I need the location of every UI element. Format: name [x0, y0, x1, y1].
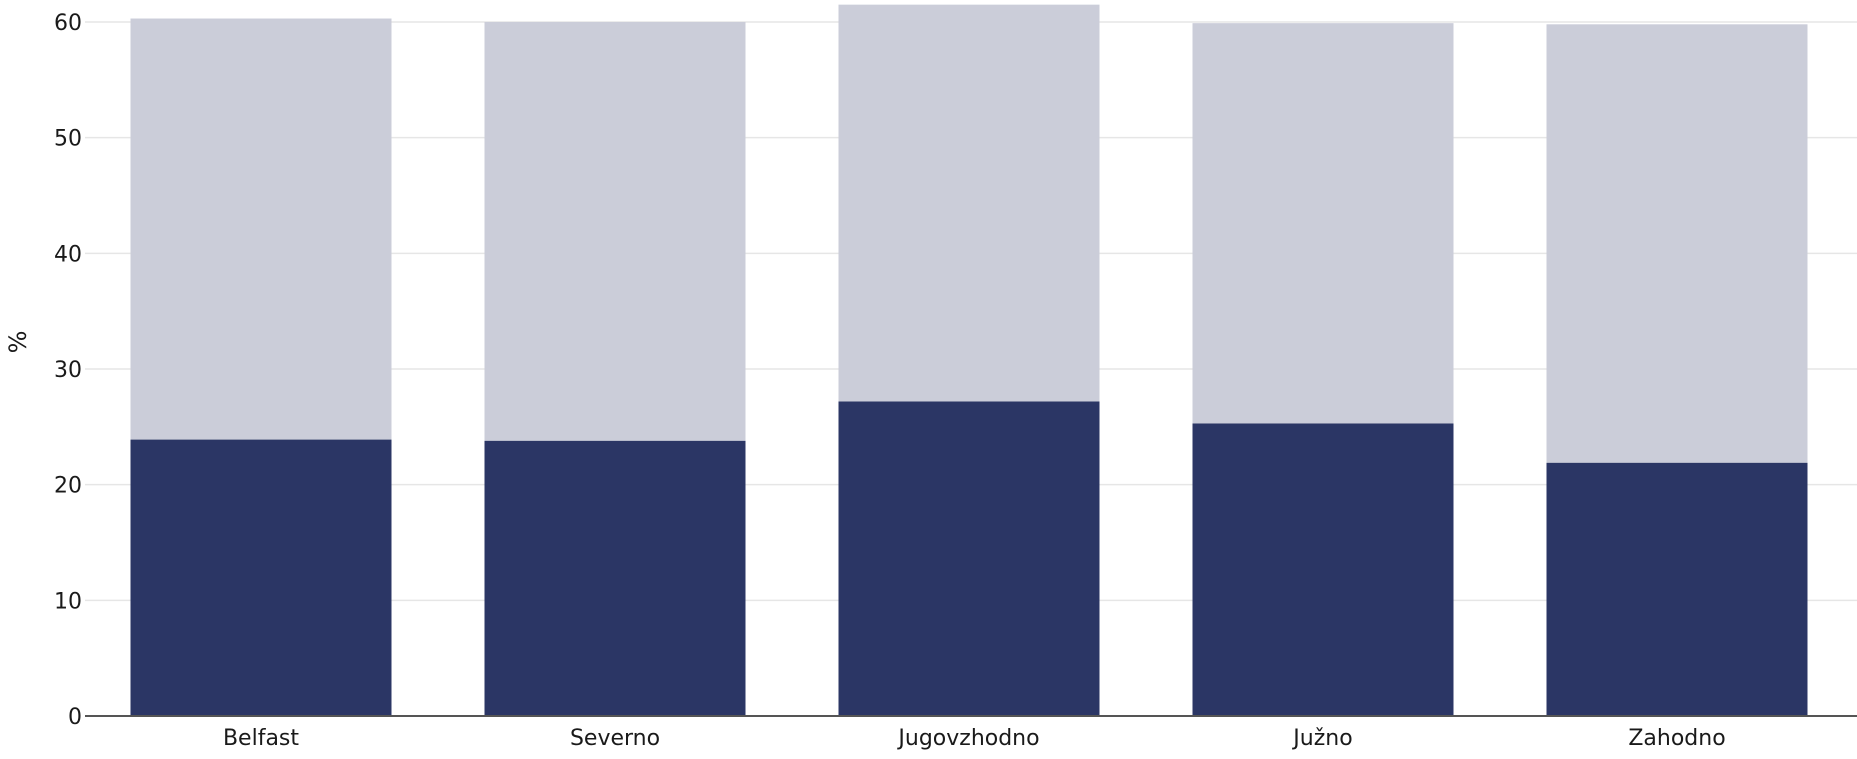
- y-tick-label: 20: [54, 474, 82, 499]
- x-tick-label: Severno: [570, 726, 660, 751]
- x-tick-label: Belfast: [223, 726, 299, 751]
- y-tick-label: 10: [54, 589, 82, 614]
- x-tick-label: Južno: [1291, 726, 1352, 751]
- bar-segment-severno-upper: [484, 22, 746, 441]
- bar-segment-zahodno-lower: [1546, 462, 1808, 716]
- x-axis-ticks: Belfast Severno Jugovzhodno Južno Zahodno: [223, 726, 1726, 751]
- y-axis-ticks: 0 10 20 30 40 50 60: [54, 11, 82, 730]
- bars: [130, 4, 1808, 716]
- bar-segment-jugovzhodno-lower: [838, 401, 1100, 716]
- x-tick-label: Jugovzhodno: [896, 726, 1039, 751]
- bar-segment-zahodno-upper: [1546, 24, 1808, 463]
- bar-segment-južno-upper: [1192, 23, 1454, 424]
- y-axis-title: %: [4, 331, 32, 354]
- bar-segment-belfast-upper: [130, 18, 392, 440]
- bar-segment-severno-lower: [484, 440, 746, 716]
- bar-segment-belfast-lower: [130, 439, 392, 716]
- y-tick-label: 50: [54, 127, 82, 152]
- x-tick-label: Zahodno: [1628, 726, 1725, 751]
- y-tick-label: 30: [54, 358, 82, 383]
- bar-segment-južno-lower: [1192, 423, 1454, 716]
- y-tick-label: 40: [54, 242, 82, 267]
- y-tick-label: 60: [54, 11, 82, 36]
- bar-segment-jugovzhodno-upper: [838, 4, 1100, 402]
- y-tick-label: 0: [68, 705, 82, 730]
